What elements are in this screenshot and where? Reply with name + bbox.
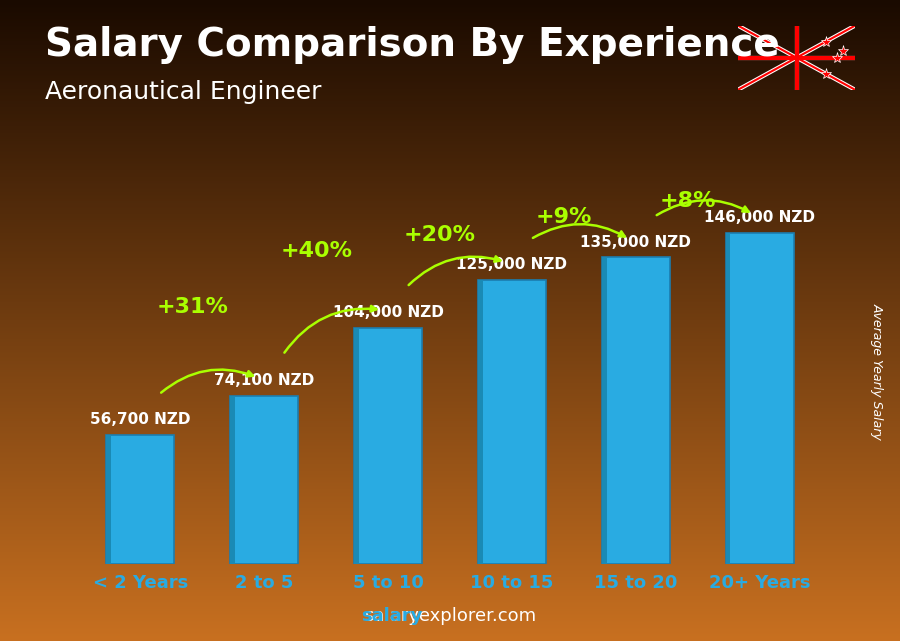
Text: 104,000 NZD: 104,000 NZD — [333, 305, 444, 320]
Text: +31%: +31% — [157, 297, 229, 317]
Polygon shape — [602, 258, 607, 564]
Bar — [725, 233, 794, 564]
Text: +40%: +40% — [280, 240, 352, 261]
Polygon shape — [478, 280, 482, 564]
Text: Aeronautical Engineer: Aeronautical Engineer — [45, 80, 321, 104]
Bar — [230, 395, 298, 564]
Polygon shape — [354, 328, 359, 564]
Text: salaryexplorer.com: salaryexplorer.com — [364, 607, 536, 625]
Text: 146,000 NZD: 146,000 NZD — [704, 210, 815, 224]
Polygon shape — [106, 435, 112, 564]
Polygon shape — [725, 233, 731, 564]
Text: 135,000 NZD: 135,000 NZD — [580, 235, 691, 249]
Polygon shape — [230, 395, 235, 564]
Text: +20%: +20% — [404, 225, 476, 245]
Bar — [106, 435, 175, 564]
Text: +9%: +9% — [536, 206, 592, 227]
Text: 56,700 NZD: 56,700 NZD — [90, 412, 191, 428]
Text: Average Yearly Salary: Average Yearly Salary — [871, 303, 884, 440]
Bar — [478, 280, 546, 564]
Bar — [602, 258, 670, 564]
Bar — [354, 328, 422, 564]
Text: Salary Comparison By Experience: Salary Comparison By Experience — [45, 26, 779, 63]
Text: 125,000 NZD: 125,000 NZD — [456, 257, 567, 272]
Text: 74,100 NZD: 74,100 NZD — [214, 373, 314, 388]
Text: +8%: +8% — [660, 191, 716, 211]
Text: salary: salary — [361, 607, 422, 625]
